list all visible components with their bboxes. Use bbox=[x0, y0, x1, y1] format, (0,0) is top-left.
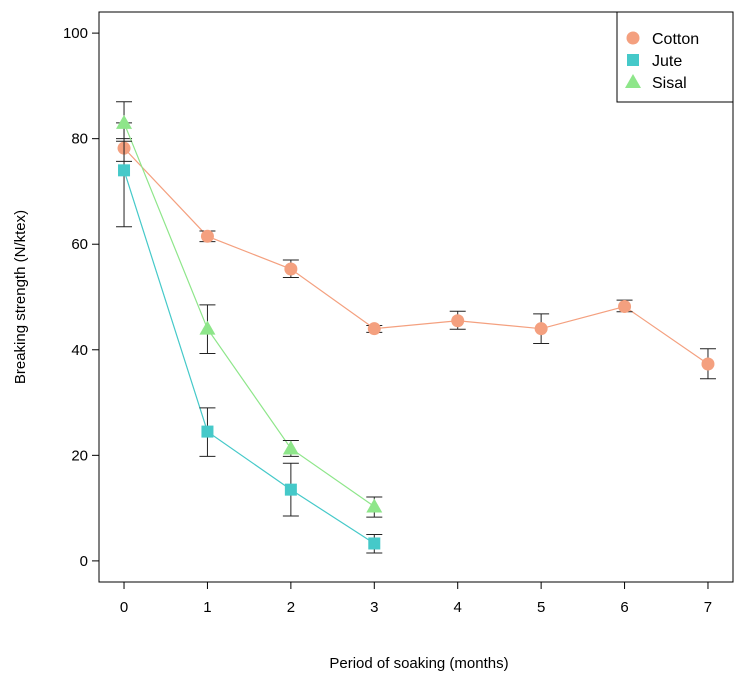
y-tick-label: 60 bbox=[71, 236, 88, 253]
x-tick-label: 2 bbox=[287, 599, 295, 616]
legend-marker-cotton bbox=[626, 31, 640, 45]
legend-marker-jute bbox=[627, 54, 639, 66]
cotton-point bbox=[284, 262, 298, 276]
legend-marker-sisal bbox=[625, 74, 641, 88]
cotton-point bbox=[618, 300, 632, 313]
x-tick-label: 3 bbox=[370, 599, 378, 616]
cotton-point bbox=[534, 322, 548, 336]
legend-item-cotton: Cotton bbox=[626, 31, 699, 48]
y-tick-label: 100 bbox=[63, 25, 88, 42]
series-sisal bbox=[116, 101, 383, 518]
x-axis-title: Period of soaking (months) bbox=[329, 655, 508, 672]
x-tick-label: 4 bbox=[454, 599, 462, 616]
x-axis: 0 1 2 3 4 5 6 7 bbox=[120, 582, 712, 616]
y-axis: 0 20 40 60 80 100 bbox=[63, 25, 99, 570]
jute-point bbox=[201, 425, 214, 438]
series-jute bbox=[116, 122, 383, 554]
x-tick-label: 6 bbox=[620, 599, 628, 616]
sisal-point bbox=[282, 440, 299, 455]
sisal-point bbox=[199, 320, 216, 335]
sisal-line bbox=[123, 122, 375, 508]
y-tick-label: 40 bbox=[71, 342, 88, 359]
jute-line bbox=[123, 170, 375, 544]
cotton-point bbox=[200, 229, 214, 243]
plot-frame bbox=[98, 11, 734, 583]
sisal-point bbox=[116, 114, 133, 129]
legend-label-jute: Jute bbox=[652, 53, 682, 70]
jute-point bbox=[368, 537, 381, 550]
cotton-point bbox=[451, 314, 465, 328]
legend-label-sisal: Sisal bbox=[652, 75, 687, 92]
jute-point bbox=[284, 483, 297, 496]
legend-item-jute: Jute bbox=[627, 53, 682, 70]
sisal-point bbox=[366, 498, 383, 513]
x-tick-label: 5 bbox=[537, 599, 545, 616]
y-axis-title: Breaking strength (N/ktex) bbox=[12, 210, 29, 384]
y-tick-label: 20 bbox=[71, 447, 88, 464]
y-tick-label: 0 bbox=[80, 553, 88, 570]
legend: Cotton Jute Sisal bbox=[616, 11, 734, 103]
cotton-line bbox=[123, 147, 709, 365]
y-tick-label: 80 bbox=[71, 131, 88, 148]
x-tick-label: 0 bbox=[120, 599, 128, 616]
series-layer bbox=[116, 101, 716, 554]
x-tick-label: 1 bbox=[203, 599, 211, 616]
cotton-point bbox=[367, 322, 381, 336]
legend-item-sisal: Sisal bbox=[625, 74, 687, 92]
legend-label-cotton: Cotton bbox=[652, 31, 699, 48]
cotton-point bbox=[701, 357, 715, 371]
series-cotton bbox=[116, 138, 716, 380]
x-tick-label: 7 bbox=[704, 599, 712, 616]
jute-point bbox=[118, 164, 131, 177]
